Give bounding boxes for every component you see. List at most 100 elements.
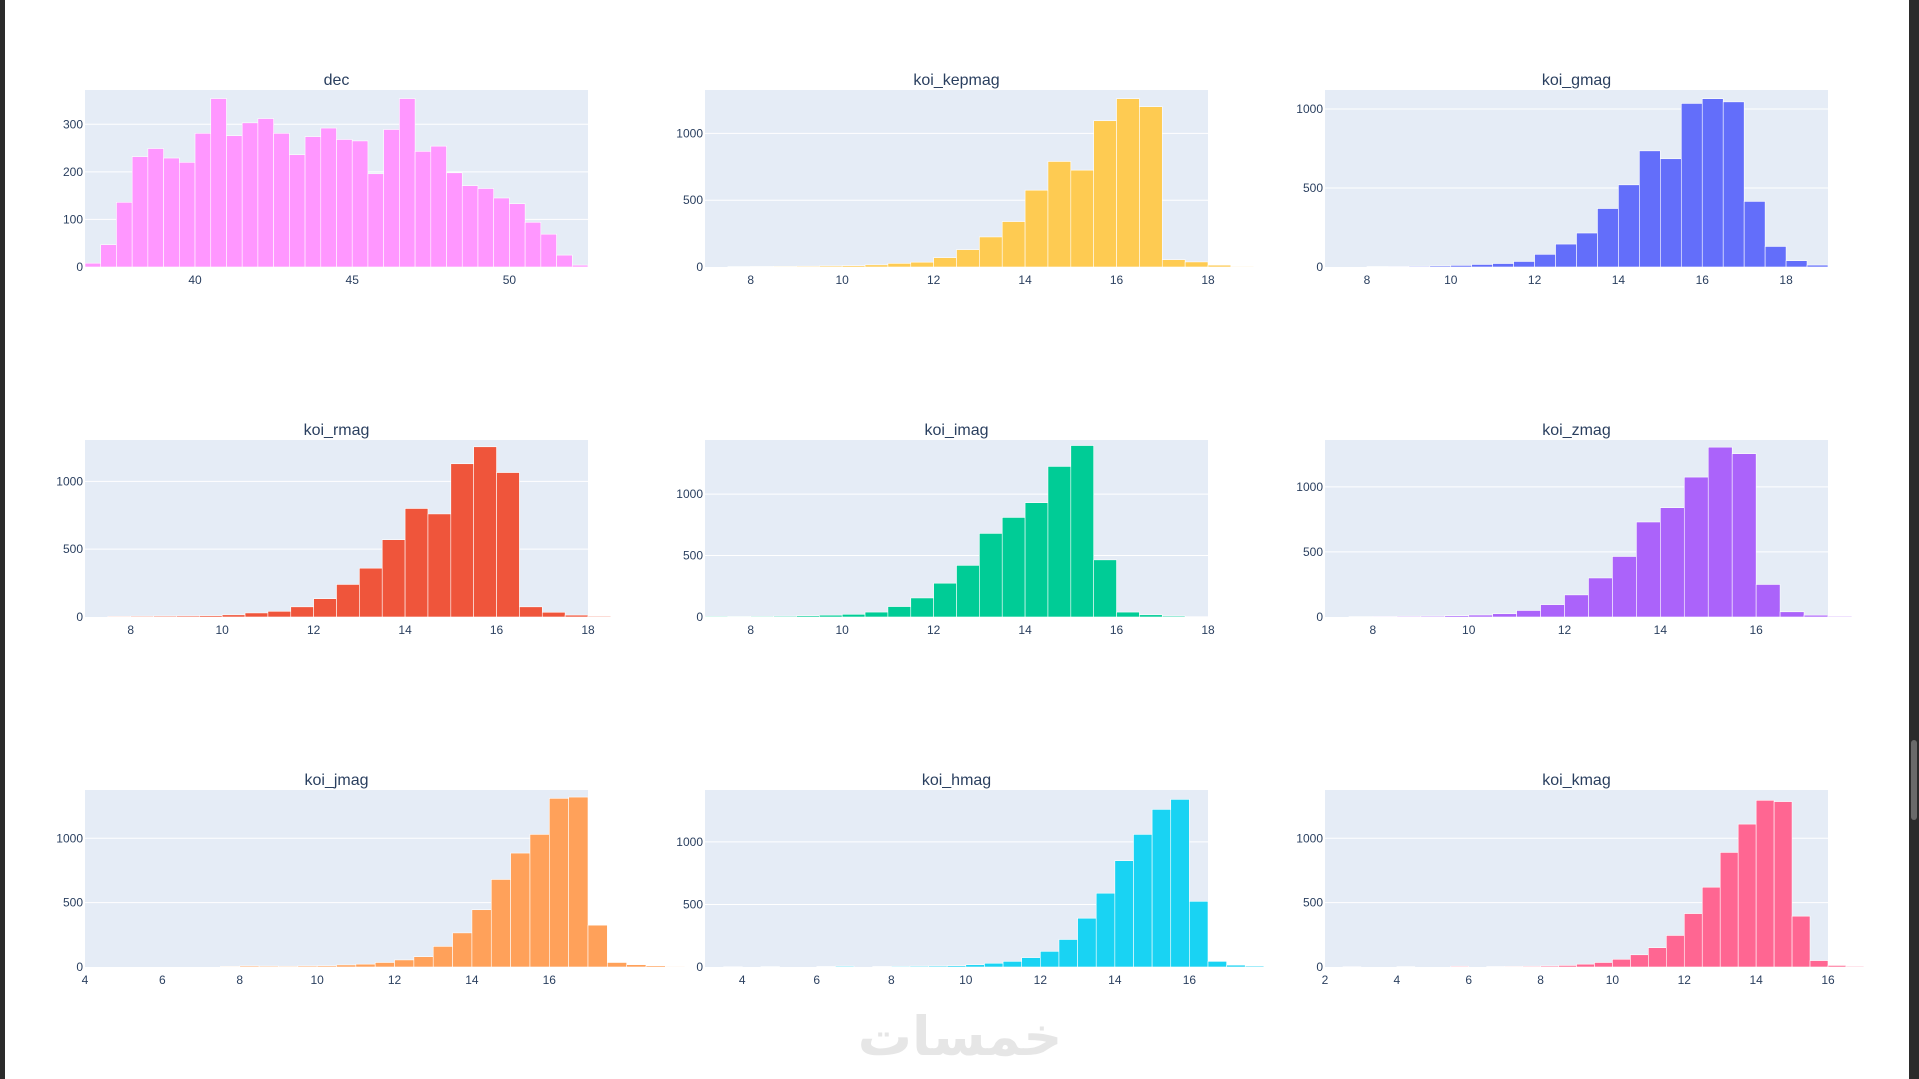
histogram-bar[interactable] [864, 611, 889, 618]
histogram-bar[interactable] [872, 966, 892, 968]
histogram-bar[interactable] [1558, 965, 1577, 968]
histogram-bar[interactable] [979, 236, 1003, 268]
histogram-bar[interactable] [1618, 184, 1640, 268]
histogram-bar[interactable] [1731, 453, 1757, 618]
histogram-bar[interactable] [359, 567, 383, 618]
histogram-bar[interactable] [1095, 892, 1116, 968]
histogram-bar[interactable] [1764, 246, 1787, 268]
histogram-bar[interactable] [1207, 961, 1227, 968]
histogram-bar[interactable] [1660, 507, 1685, 618]
histogram-bar[interactable] [1555, 243, 1577, 268]
histogram-bar[interactable] [1450, 265, 1473, 268]
histogram-bar[interactable] [490, 879, 511, 968]
histogram-bar[interactable] [1450, 965, 1470, 968]
histogram-bar[interactable] [336, 964, 357, 968]
histogram-bar[interactable] [221, 614, 246, 618]
histogram-bar[interactable] [864, 264, 889, 268]
histogram-bar[interactable] [1576, 963, 1595, 968]
histogram-bar[interactable] [933, 257, 957, 268]
histogram-bar[interactable] [336, 139, 353, 268]
histogram-bar[interactable] [493, 197, 510, 268]
histogram-bar[interactable] [956, 565, 980, 618]
histogram-bar[interactable] [241, 122, 259, 268]
histogram-bar[interactable] [1093, 120, 1117, 268]
histogram-bar[interactable] [163, 157, 180, 268]
histogram-bar[interactable] [1513, 261, 1535, 268]
histogram-bar[interactable] [1396, 615, 1422, 618]
histogram-bar[interactable] [153, 615, 177, 618]
scrollbar-thumb[interactable] [1911, 740, 1917, 820]
histogram-bar[interactable] [1024, 502, 1049, 618]
histogram-bar[interactable] [1058, 939, 1078, 968]
histogram-bar[interactable] [1845, 965, 1865, 968]
histogram-bar[interactable] [1002, 961, 1023, 968]
histogram-bar[interactable] [587, 615, 612, 618]
histogram-bar[interactable] [887, 263, 912, 268]
histogram-bar[interactable] [750, 615, 774, 618]
scrollbar-track[interactable] [1909, 0, 1919, 1079]
histogram-bar[interactable] [1486, 966, 1505, 968]
histogram-bar[interactable] [1666, 935, 1685, 968]
histogram-bar[interactable] [773, 615, 797, 618]
histogram-bar[interactable] [313, 598, 337, 618]
histogram-bar[interactable] [564, 614, 589, 618]
histogram-bar[interactable] [176, 615, 200, 618]
histogram-bar[interactable] [297, 965, 318, 968]
histogram-bar[interactable] [910, 597, 934, 618]
histogram-bar[interactable] [496, 472, 520, 618]
histogram-bar[interactable] [796, 265, 820, 268]
histogram-bar[interactable] [909, 965, 929, 968]
histogram-bar[interactable] [258, 965, 279, 968]
histogram-bar[interactable] [1660, 158, 1682, 268]
histogram-bar[interactable] [1114, 860, 1134, 968]
histogram-bar[interactable] [446, 172, 463, 268]
histogram-bar[interactable] [355, 963, 376, 968]
histogram-bar[interactable] [383, 129, 400, 268]
histogram-bar[interactable] [1001, 517, 1026, 618]
histogram-bar[interactable] [841, 613, 866, 618]
histogram-bar[interactable] [1743, 201, 1766, 268]
histogram-bar[interactable] [1534, 254, 1556, 268]
histogram-bar[interactable] [194, 132, 212, 268]
histogram-bar[interactable] [471, 909, 492, 968]
histogram-bar[interactable] [1226, 964, 1246, 968]
histogram-bar[interactable] [320, 127, 337, 268]
histogram-bar[interactable] [1070, 445, 1094, 618]
histogram-bar[interactable] [540, 233, 557, 268]
histogram-bar[interactable] [1803, 614, 1829, 618]
histogram-bar[interactable] [179, 162, 196, 268]
histogram-bar[interactable] [147, 148, 164, 268]
histogram-bar[interactable] [1648, 947, 1667, 968]
histogram-bar[interactable] [1701, 886, 1721, 968]
histogram-bar[interactable] [556, 254, 573, 268]
histogram-bar[interactable] [413, 956, 434, 968]
histogram-bar[interactable] [984, 962, 1004, 968]
histogram-bar[interactable] [1564, 594, 1589, 618]
histogram-bar[interactable] [645, 965, 666, 968]
histogram-bar[interactable] [510, 852, 531, 968]
histogram-bar[interactable] [1522, 965, 1541, 968]
histogram-bar[interactable] [1077, 917, 1097, 968]
histogram-bar[interactable] [571, 264, 589, 268]
histogram-bar[interactable] [461, 185, 479, 268]
histogram-bar[interactable] [1184, 261, 1209, 268]
histogram-bar[interactable] [381, 539, 406, 618]
histogram-bar[interactable] [750, 266, 774, 268]
histogram-bar[interactable] [1189, 901, 1209, 968]
histogram-bar[interactable] [316, 965, 337, 968]
histogram-bar[interactable] [607, 962, 627, 968]
histogram-bar[interactable] [1540, 965, 1559, 968]
histogram-bar[interactable] [524, 221, 542, 268]
histogram-bar[interactable] [1244, 965, 1265, 968]
histogram-bar[interactable] [910, 261, 934, 268]
histogram-bar[interactable] [199, 615, 223, 618]
histogram-bar[interactable] [131, 156, 149, 268]
histogram-bar[interactable] [933, 582, 957, 618]
histogram-bar[interactable] [887, 606, 912, 618]
histogram-bar[interactable] [1047, 466, 1072, 618]
histogram-bar[interactable] [1588, 577, 1613, 618]
histogram-bar[interactable] [841, 265, 866, 268]
histogram-bar[interactable] [1809, 960, 1829, 968]
histogram-bar[interactable] [773, 266, 797, 268]
histogram-bar[interactable] [84, 262, 102, 268]
